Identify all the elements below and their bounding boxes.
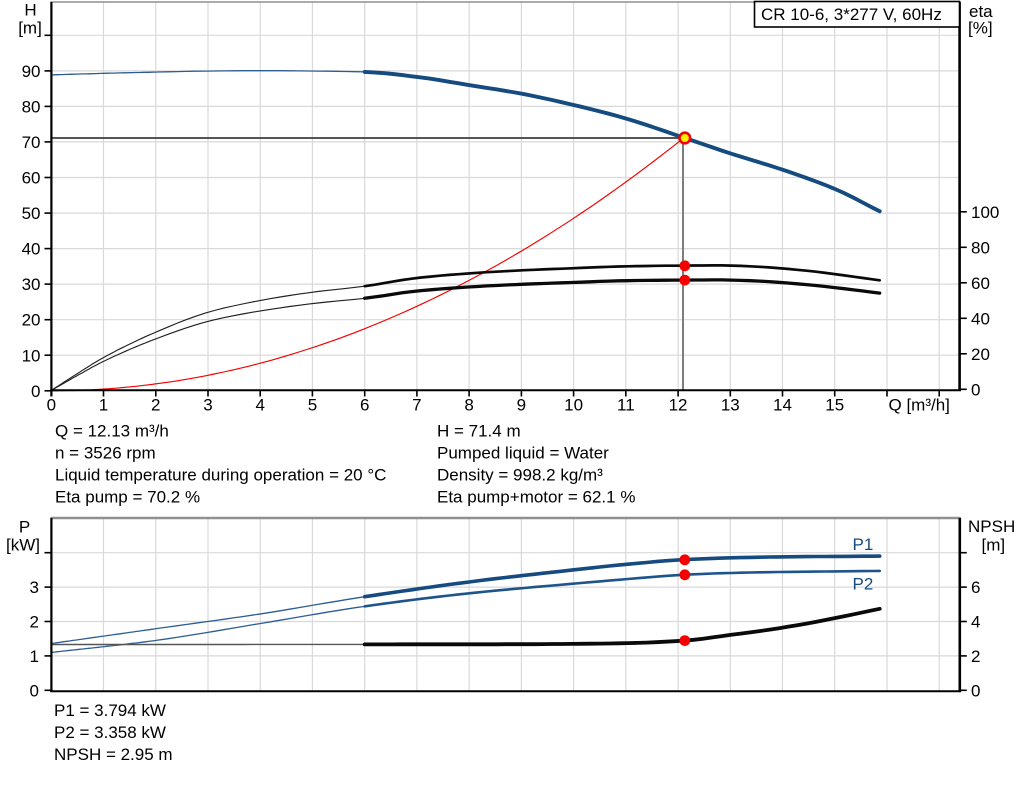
svg-text:80: 80 <box>971 238 990 257</box>
svg-text:0: 0 <box>30 681 39 700</box>
svg-text:Liquid temperature during oper: Liquid temperature during operation = 20… <box>55 466 386 485</box>
svg-text:50: 50 <box>22 204 41 223</box>
svg-text:0: 0 <box>31 382 40 401</box>
svg-text:Eta pump+motor = 62.1 %: Eta pump+motor = 62.1 % <box>437 488 635 507</box>
svg-text:Density = 998.2 kg/m³: Density = 998.2 kg/m³ <box>437 466 603 485</box>
svg-text:3: 3 <box>203 396 212 415</box>
svg-text:H: H <box>24 1 36 20</box>
svg-text:0: 0 <box>47 396 56 415</box>
svg-text:Pumped liquid = Water: Pumped liquid = Water <box>437 444 609 463</box>
svg-text:P: P <box>19 518 30 537</box>
svg-text:[m]: [m] <box>18 19 42 38</box>
svg-text:2: 2 <box>971 647 980 666</box>
svg-text:4: 4 <box>971 613 980 632</box>
svg-text:11: 11 <box>617 396 635 415</box>
svg-text:2: 2 <box>151 396 160 415</box>
svg-text:20: 20 <box>22 311 41 330</box>
svg-text:70: 70 <box>22 133 41 152</box>
svg-text:4: 4 <box>255 396 264 415</box>
svg-text:1: 1 <box>99 396 108 415</box>
svg-text:30: 30 <box>22 275 41 294</box>
svg-text:9: 9 <box>517 396 526 415</box>
svg-text:P1 = 3.794 kW: P1 = 3.794 kW <box>54 701 166 720</box>
svg-text:P2 = 3.358 kW: P2 = 3.358 kW <box>54 723 166 742</box>
svg-text:0: 0 <box>971 380 980 399</box>
svg-text:8: 8 <box>464 396 473 415</box>
svg-text:2: 2 <box>30 613 39 632</box>
svg-text:60: 60 <box>22 169 41 188</box>
svg-text:[m]: [m] <box>982 536 1006 555</box>
svg-text:P2: P2 <box>853 575 874 594</box>
svg-text:H = 71.4 m: H = 71.4 m <box>437 422 521 441</box>
svg-text:[kW]: [kW] <box>6 536 40 555</box>
svg-text:6: 6 <box>360 396 369 415</box>
svg-text:14: 14 <box>773 396 792 415</box>
svg-text:[%]: [%] <box>968 19 993 38</box>
svg-text:10: 10 <box>22 346 41 365</box>
svg-text:10: 10 <box>564 396 583 415</box>
svg-text:13: 13 <box>721 396 740 415</box>
svg-text:15: 15 <box>825 396 844 415</box>
svg-text:60: 60 <box>971 274 990 293</box>
svg-text:P1: P1 <box>853 535 874 554</box>
svg-text:5: 5 <box>308 396 317 415</box>
svg-text:1: 1 <box>30 647 39 666</box>
svg-text:CR 10-6, 3*277 V, 60Hz: CR 10-6, 3*277 V, 60Hz <box>761 5 942 24</box>
svg-text:eta: eta <box>969 2 993 21</box>
svg-text:40: 40 <box>22 240 41 259</box>
svg-text:Eta pump = 70.2 %: Eta pump = 70.2 % <box>55 488 200 507</box>
svg-text:40: 40 <box>971 309 990 328</box>
svg-text:6: 6 <box>971 578 980 597</box>
svg-text:12: 12 <box>669 396 688 415</box>
svg-text:Q [m³/h]: Q [m³/h] <box>889 396 950 415</box>
svg-text:NPSH = 2.95 m: NPSH = 2.95 m <box>54 745 173 764</box>
svg-text:20: 20 <box>971 345 990 364</box>
svg-text:90: 90 <box>22 62 41 81</box>
svg-text:Q = 12.13 m³/h: Q = 12.13 m³/h <box>55 422 169 441</box>
svg-text:NPSH: NPSH <box>968 517 1015 536</box>
svg-text:n = 3526 rpm: n = 3526 rpm <box>55 444 156 463</box>
svg-text:100: 100 <box>971 203 999 222</box>
svg-text:80: 80 <box>22 97 41 116</box>
svg-text:7: 7 <box>412 396 421 415</box>
svg-text:3: 3 <box>30 578 39 597</box>
svg-text:0: 0 <box>971 681 980 700</box>
